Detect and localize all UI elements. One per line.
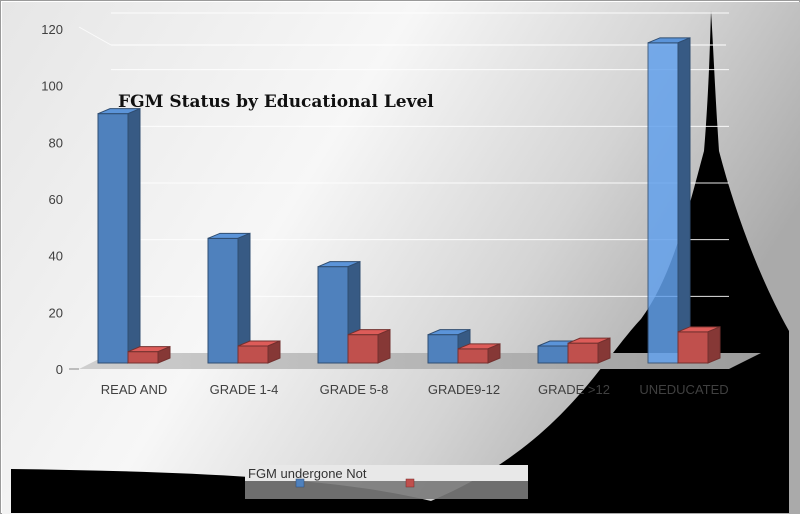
x-tick-label: GRADE >12	[538, 382, 610, 397]
legend-swatch-fgm-undergone	[295, 478, 305, 488]
decorative-swirl	[11, 11, 789, 513]
legend-box-top	[245, 465, 528, 481]
y-tick-label: 20	[49, 305, 63, 320]
x-axis: READ AND GRADE 1-4 GRADE 5-8 GRADE9-12 GRADE…	[101, 382, 729, 397]
x-tick-label: READ AND	[101, 382, 167, 397]
bar-not	[237, 340, 281, 364]
bar-front	[317, 266, 349, 364]
y-axis: 0 20 40 60 80 100 120	[41, 22, 63, 377]
y-tick-label: 120	[41, 22, 63, 37]
bars	[97, 37, 721, 364]
bar-side	[597, 337, 611, 364]
x-tick-label: GRADE 5-8	[320, 382, 389, 397]
bar-front	[237, 345, 269, 364]
y-tick-label: 100	[41, 79, 63, 94]
chart-title: FGM Status by Educational Level	[118, 92, 434, 112]
bar-front	[127, 351, 159, 364]
bar-front	[427, 334, 459, 364]
y-tick-label: 40	[49, 249, 63, 264]
y-tick-label: 0	[56, 362, 63, 377]
bar-front	[537, 345, 569, 364]
bar-side	[157, 345, 171, 364]
legend-text: FGM undergone Not	[248, 466, 367, 481]
bar-fgm-undergone	[647, 37, 691, 364]
bar-front	[567, 342, 599, 364]
bar-front	[457, 348, 489, 364]
bar-side	[377, 328, 391, 364]
bar-side	[127, 107, 141, 364]
bar-not	[567, 337, 611, 364]
legend-swatch-not	[405, 478, 415, 488]
bar-front	[347, 334, 379, 364]
bar-not	[127, 345, 171, 364]
bar-side	[677, 37, 691, 364]
bar-not	[677, 326, 721, 364]
x-tick-label: UNEDUCATED	[639, 382, 728, 397]
bar-front	[97, 113, 129, 364]
y-tick-label: 60	[49, 192, 63, 207]
x-tick-label: GRADE9-12	[428, 382, 500, 397]
bar-fgm-undergone	[207, 232, 251, 364]
bar-side	[707, 326, 721, 364]
bar-front	[207, 237, 239, 364]
bar-side	[267, 340, 281, 364]
y-tick-label: 80	[49, 135, 63, 150]
bar-not	[457, 343, 501, 364]
back-wall-edge	[78, 26, 112, 46]
bar-not	[347, 328, 391, 364]
x-tick-label: GRADE 1-4	[210, 382, 279, 397]
bar-front	[647, 42, 679, 364]
bar-side	[487, 343, 501, 364]
bar-fgm-undergone	[97, 107, 141, 364]
bar-front	[677, 331, 709, 364]
